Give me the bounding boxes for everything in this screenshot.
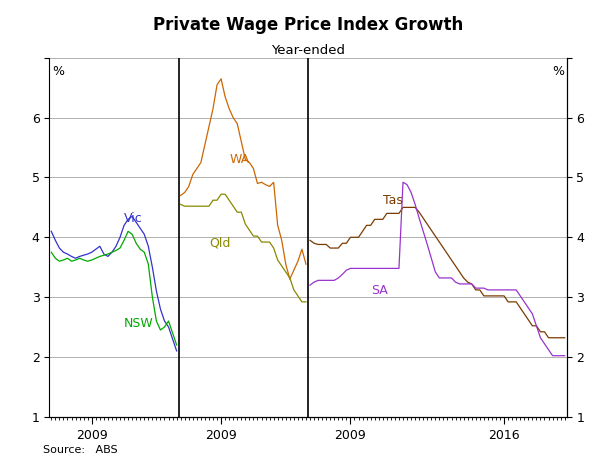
Text: Tas: Tas — [383, 194, 403, 207]
Text: Private Wage Price Index Growth: Private Wage Price Index Growth — [153, 16, 463, 34]
Text: SA: SA — [371, 284, 387, 297]
Text: %: % — [52, 65, 64, 78]
Text: Qld: Qld — [209, 236, 230, 249]
Text: NSW: NSW — [124, 317, 154, 330]
Text: Year-ended: Year-ended — [271, 44, 345, 57]
Text: Source:   ABS: Source: ABS — [43, 444, 118, 455]
Text: WA: WA — [229, 152, 249, 166]
Text: %: % — [552, 65, 564, 78]
Text: Vic: Vic — [124, 213, 143, 225]
